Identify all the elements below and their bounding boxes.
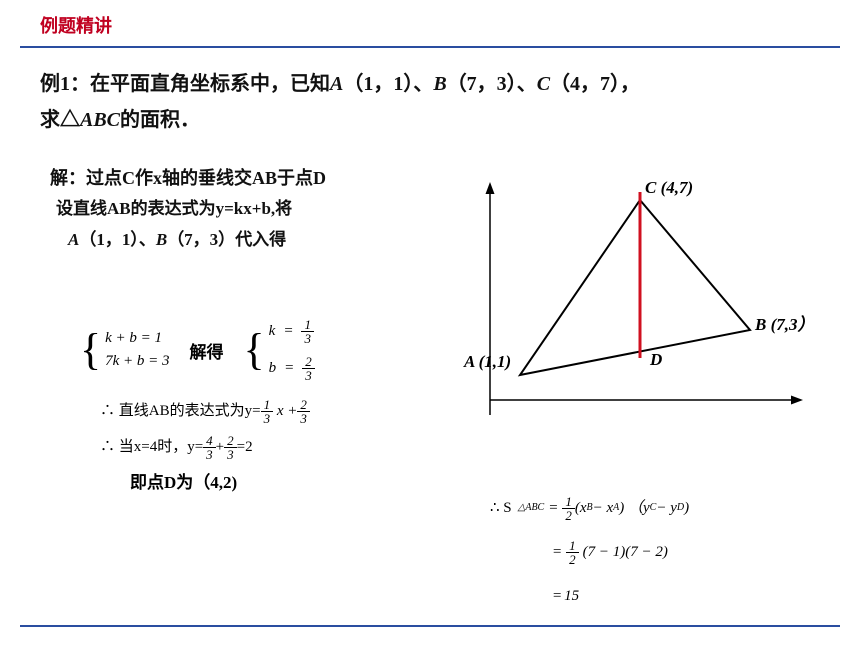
eq-sign: =: [283, 323, 293, 340]
point-b: B: [433, 73, 446, 95]
problem-statement: 例1：在平面直角坐标系中，已知A（1，1）、B（7，3）、C（4，7）， 求△A…: [0, 48, 860, 138]
sol-bc: （7，3）: [167, 230, 235, 249]
eq2: 7k + b = 3: [105, 353, 169, 370]
left-system: { k + b = 1 7k + b = 3: [80, 330, 170, 370]
expr1: (x: [575, 490, 587, 526]
r2val: (7 − 1)(7 − 2): [583, 534, 668, 570]
d1-mid: x +: [273, 403, 297, 419]
triangle-abc: [520, 200, 750, 375]
frac-2-3: 23: [302, 355, 315, 382]
eq1: k + b = 1: [105, 330, 169, 347]
label-b: B (7,3）: [755, 310, 815, 335]
k-var: k: [269, 323, 276, 340]
brace-icon: {: [80, 332, 101, 367]
sep2: 、: [517, 73, 537, 95]
label-d: D: [650, 350, 662, 370]
area-calculation: ∴ S△ABC = 12 (xB − xA) （yC − yD) = 12 (7…: [490, 490, 689, 622]
d2-pre: ∴ 当x=4时，y=: [100, 439, 203, 455]
eq-sign-2: =: [284, 360, 294, 377]
point-a: A: [330, 73, 343, 95]
derive-l3: 即点D为（4,2): [130, 468, 237, 493]
frac-1-3: 13: [301, 318, 314, 345]
bottom-divider: [20, 625, 840, 627]
therefore: ∴ S: [490, 490, 512, 526]
area-row3: = 15: [490, 578, 689, 614]
r3val: 15: [564, 578, 579, 614]
solve-label: 解得: [190, 338, 224, 363]
eq: =: [548, 490, 558, 526]
problem-pre: 例1：在平面直角坐标系中，已知: [40, 73, 330, 95]
sol-a: A: [68, 230, 79, 249]
sol-b: B: [156, 230, 167, 249]
derive-l1: ∴ 直线AB的表达式为y=13 x +23: [100, 398, 310, 425]
plus: +: [216, 439, 224, 455]
c-coord: （4，7）: [550, 73, 620, 95]
eq3: =: [552, 578, 562, 614]
point-c: C: [537, 73, 550, 95]
section-title: 例题精讲: [0, 0, 860, 38]
area-row2: = 12 (7 − 1)(7 − 2): [490, 534, 689, 570]
sep1: 、: [413, 73, 433, 95]
label-c: C (4,7): [645, 178, 693, 198]
line2-pre: 求△: [40, 109, 80, 131]
a-coord: （1，1）: [343, 73, 413, 95]
eq2: =: [552, 534, 562, 570]
tail: ，: [620, 73, 640, 95]
brace-icon-2: {: [244, 332, 265, 367]
b-var: b: [269, 360, 277, 377]
b-coord: （7，3）: [447, 73, 517, 95]
line2-post: 的面积．: [120, 109, 200, 131]
area-row1: ∴ S△ABC = 12 (xB − xA) （yC − yD): [490, 490, 689, 526]
abc: ABC: [80, 109, 120, 131]
label-a: A (1,1): [464, 352, 511, 372]
eq2: =2: [237, 439, 253, 455]
sol-post: 代入得: [235, 230, 286, 249]
sol-ac: （1，1）: [79, 230, 139, 249]
tri-sub: △ABC: [518, 496, 545, 520]
equation-system: { k + b = 1 7k + b = 3 解得 { k = 13 b = 2…: [80, 318, 315, 382]
coordinate-chart: C (4,7) B (7,3） A (1,1) D: [450, 180, 830, 440]
d1-pre: ∴ 直线AB的表达式为y=: [100, 403, 261, 419]
derive-l2: ∴ 当x=4时，y=43+23=2: [100, 434, 253, 461]
sol-mid: 、: [139, 230, 156, 249]
right-system: { k = 13 b = 23: [244, 318, 315, 382]
